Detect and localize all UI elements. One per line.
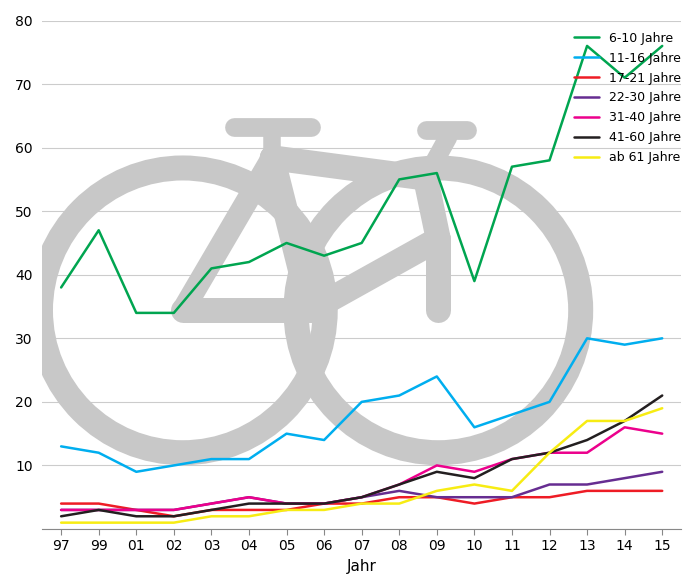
X-axis label: Jahr: Jahr (347, 559, 377, 574)
Legend: 6-10 Jahre, 11-16 Jahre, 17-21 Jahre, 22-30 Jahre, 31-40 Jahre, 41-60 Jahre, ab : 6-10 Jahre, 11-16 Jahre, 17-21 Jahre, 22… (574, 32, 681, 164)
Text: Quote in Prozent: Quote in Prozent (42, 0, 181, 1)
